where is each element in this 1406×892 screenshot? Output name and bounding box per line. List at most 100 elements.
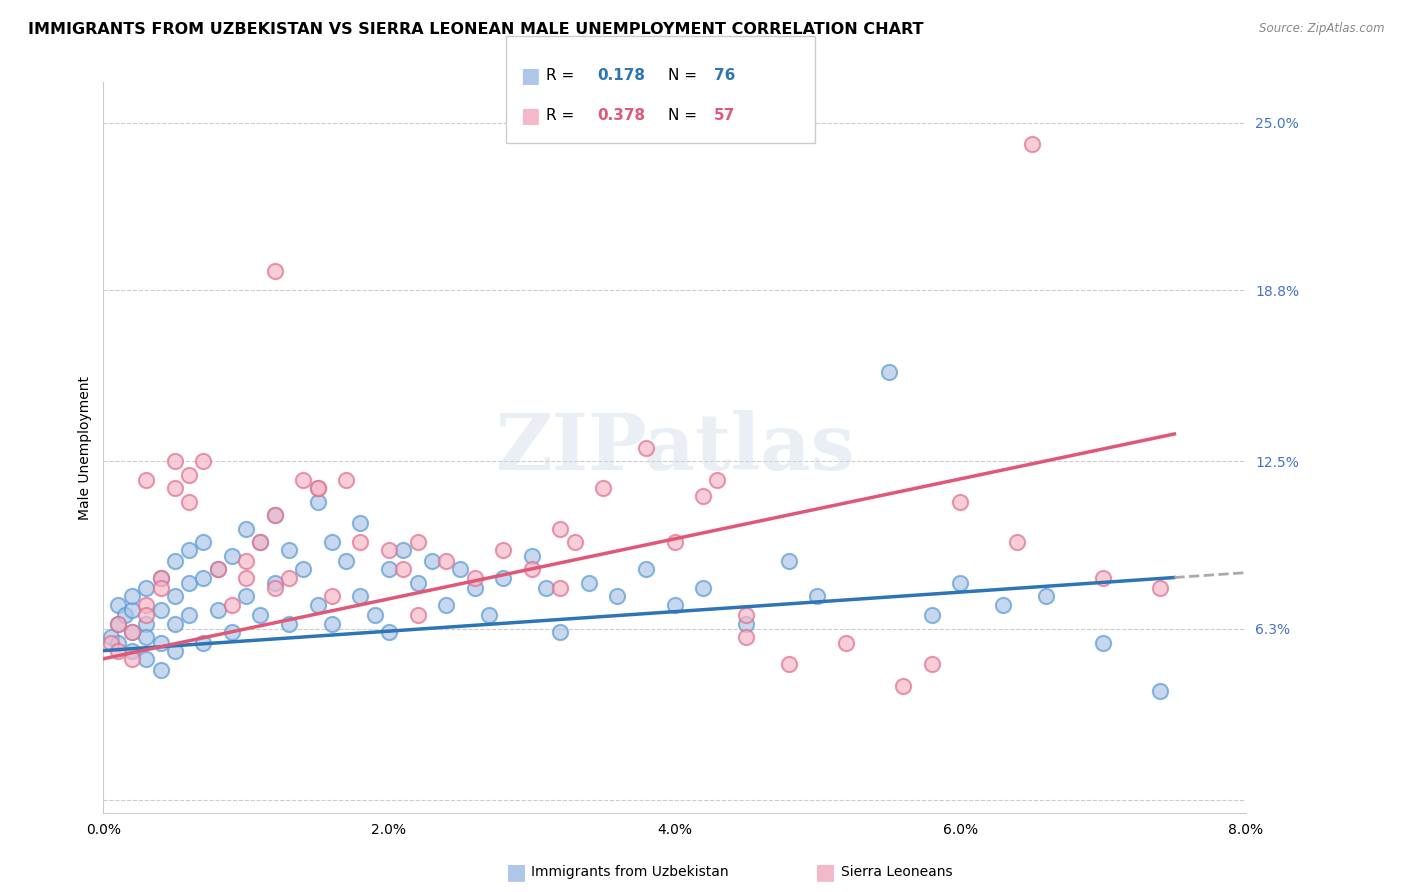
Point xyxy=(321,616,343,631)
Point xyxy=(307,481,329,495)
Point xyxy=(534,582,557,596)
Point xyxy=(135,473,157,487)
Point xyxy=(135,652,157,666)
Point xyxy=(177,467,200,482)
Point xyxy=(235,590,257,604)
Point xyxy=(263,508,285,523)
Point xyxy=(135,616,157,631)
Point xyxy=(1091,635,1114,649)
Point xyxy=(406,576,429,591)
Point xyxy=(478,608,501,623)
Text: R =: R = xyxy=(546,69,579,83)
Point xyxy=(634,441,657,455)
Point xyxy=(335,554,357,568)
Point xyxy=(149,582,172,596)
Point xyxy=(177,543,200,558)
Point xyxy=(349,590,371,604)
Point xyxy=(121,624,143,639)
Point xyxy=(991,598,1014,612)
Point xyxy=(735,616,758,631)
Point xyxy=(606,590,628,604)
Point xyxy=(177,576,200,591)
Point xyxy=(806,590,828,604)
Point xyxy=(921,608,943,623)
Point xyxy=(121,624,143,639)
Point xyxy=(520,562,543,576)
Text: ■: ■ xyxy=(520,106,540,126)
Point xyxy=(135,608,157,623)
Point xyxy=(420,554,443,568)
Point xyxy=(1091,570,1114,584)
Point xyxy=(163,481,186,495)
Text: Immigrants from Uzbekistan: Immigrants from Uzbekistan xyxy=(531,865,730,880)
Point xyxy=(1149,684,1171,698)
Point xyxy=(921,657,943,672)
Text: ■: ■ xyxy=(520,66,540,86)
Point xyxy=(121,603,143,617)
Point xyxy=(193,535,215,549)
Point xyxy=(492,543,515,558)
Point xyxy=(107,643,129,657)
Point xyxy=(177,608,200,623)
Point xyxy=(335,473,357,487)
Point xyxy=(263,582,285,596)
Point xyxy=(492,570,515,584)
Text: ■: ■ xyxy=(815,863,837,882)
Point xyxy=(292,473,315,487)
Point xyxy=(193,570,215,584)
Point xyxy=(706,473,728,487)
Text: ■: ■ xyxy=(506,863,527,882)
Point xyxy=(114,608,136,623)
Point xyxy=(550,582,572,596)
Point xyxy=(263,264,285,278)
Point xyxy=(664,598,686,612)
Point xyxy=(564,535,586,549)
Text: R =: R = xyxy=(546,109,579,123)
Point xyxy=(278,570,301,584)
Point xyxy=(121,590,143,604)
Point xyxy=(321,535,343,549)
Point xyxy=(392,543,415,558)
Text: ZIPatlas: ZIPatlas xyxy=(495,409,855,485)
Point xyxy=(149,570,172,584)
Text: Source: ZipAtlas.com: Source: ZipAtlas.com xyxy=(1260,22,1385,36)
Point xyxy=(406,608,429,623)
Point xyxy=(349,535,371,549)
Point xyxy=(664,535,686,549)
Text: 0.378: 0.378 xyxy=(598,109,645,123)
Point xyxy=(363,608,385,623)
Point xyxy=(107,616,129,631)
Point xyxy=(135,598,157,612)
Point xyxy=(107,635,129,649)
Point xyxy=(149,663,172,677)
Point xyxy=(392,562,415,576)
Point xyxy=(149,603,172,617)
Point xyxy=(235,570,257,584)
Point xyxy=(307,494,329,508)
Point xyxy=(692,489,714,503)
Point xyxy=(949,494,972,508)
Point xyxy=(193,635,215,649)
Point xyxy=(249,608,271,623)
Point xyxy=(135,582,157,596)
Point xyxy=(1149,582,1171,596)
Point xyxy=(135,630,157,644)
Point xyxy=(778,554,800,568)
Point xyxy=(891,679,914,693)
Point xyxy=(249,535,271,549)
Point xyxy=(634,562,657,576)
Point xyxy=(100,630,122,644)
Point xyxy=(877,365,900,379)
Point xyxy=(1021,137,1043,152)
Point xyxy=(207,562,229,576)
Point xyxy=(278,543,301,558)
Point xyxy=(520,549,543,563)
Point xyxy=(378,624,401,639)
Point xyxy=(835,635,858,649)
Point xyxy=(592,481,614,495)
Text: N =: N = xyxy=(668,109,702,123)
Point xyxy=(464,570,486,584)
Point xyxy=(735,630,758,644)
Point xyxy=(464,582,486,596)
Point xyxy=(163,643,186,657)
